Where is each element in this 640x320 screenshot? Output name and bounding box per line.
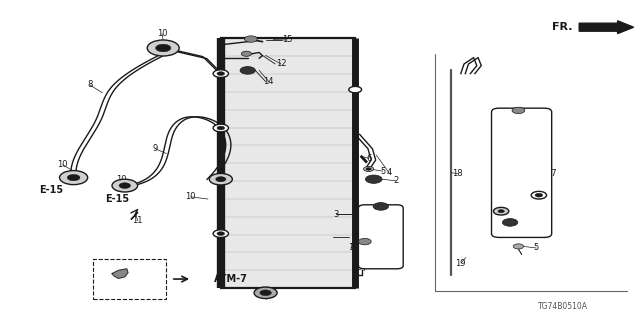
Circle shape xyxy=(493,207,509,215)
Text: 17: 17 xyxy=(547,169,557,178)
Circle shape xyxy=(260,290,271,296)
Circle shape xyxy=(67,174,80,181)
Circle shape xyxy=(535,193,543,197)
Text: 5: 5 xyxy=(380,167,385,176)
Circle shape xyxy=(147,40,179,56)
Circle shape xyxy=(366,168,371,170)
Text: 2: 2 xyxy=(393,176,398,185)
FancyBboxPatch shape xyxy=(492,108,552,237)
Text: 4: 4 xyxy=(387,168,392,177)
Text: 14: 14 xyxy=(264,77,274,86)
Circle shape xyxy=(213,175,228,183)
Circle shape xyxy=(217,177,225,181)
Text: 12: 12 xyxy=(276,60,286,68)
Text: ATM-7: ATM-7 xyxy=(214,274,248,284)
Text: 13: 13 xyxy=(260,292,271,300)
Text: 10: 10 xyxy=(116,175,127,184)
Circle shape xyxy=(217,72,225,76)
Circle shape xyxy=(216,177,226,182)
Text: 8: 8 xyxy=(87,80,92,89)
Bar xyxy=(93,259,166,299)
Circle shape xyxy=(531,191,547,199)
Text: FR.: FR. xyxy=(552,22,573,32)
Circle shape xyxy=(358,238,371,245)
Circle shape xyxy=(502,219,518,226)
Circle shape xyxy=(512,107,525,114)
Text: 7: 7 xyxy=(361,264,366,273)
Text: 10: 10 xyxy=(58,160,68,169)
Text: 2: 2 xyxy=(524,220,529,228)
FancyBboxPatch shape xyxy=(358,205,403,269)
Text: 20: 20 xyxy=(493,208,503,217)
Circle shape xyxy=(513,244,524,249)
Circle shape xyxy=(112,179,138,192)
Circle shape xyxy=(373,203,388,210)
Circle shape xyxy=(213,230,228,237)
Circle shape xyxy=(213,124,228,132)
Text: 15: 15 xyxy=(282,36,292,44)
Circle shape xyxy=(365,175,382,183)
Text: 1: 1 xyxy=(348,244,353,252)
Circle shape xyxy=(240,67,255,74)
Text: TG74B0510A: TG74B0510A xyxy=(538,302,588,311)
Text: 9: 9 xyxy=(153,144,158,153)
Text: 18: 18 xyxy=(452,169,463,178)
FancyArrow shape xyxy=(579,21,634,34)
Text: 11: 11 xyxy=(132,216,143,225)
Circle shape xyxy=(364,166,374,172)
Circle shape xyxy=(254,287,277,299)
Polygon shape xyxy=(112,269,128,278)
Circle shape xyxy=(244,36,257,42)
Text: 3: 3 xyxy=(333,210,339,219)
Circle shape xyxy=(217,126,225,130)
Circle shape xyxy=(241,51,252,56)
Circle shape xyxy=(498,210,504,213)
Circle shape xyxy=(213,70,228,77)
Text: 19: 19 xyxy=(456,259,466,268)
Text: 5: 5 xyxy=(534,244,539,252)
Circle shape xyxy=(209,173,232,185)
Circle shape xyxy=(349,86,362,93)
Circle shape xyxy=(156,44,171,52)
Text: 16: 16 xyxy=(365,236,375,245)
Circle shape xyxy=(217,232,225,236)
Text: E-15: E-15 xyxy=(39,185,63,196)
Bar xyxy=(224,38,352,288)
Text: E-15: E-15 xyxy=(105,194,129,204)
Text: 10: 10 xyxy=(186,192,196,201)
Text: 10: 10 xyxy=(157,29,167,38)
Circle shape xyxy=(119,183,131,188)
Circle shape xyxy=(60,171,88,185)
Text: 6: 6 xyxy=(366,154,371,163)
